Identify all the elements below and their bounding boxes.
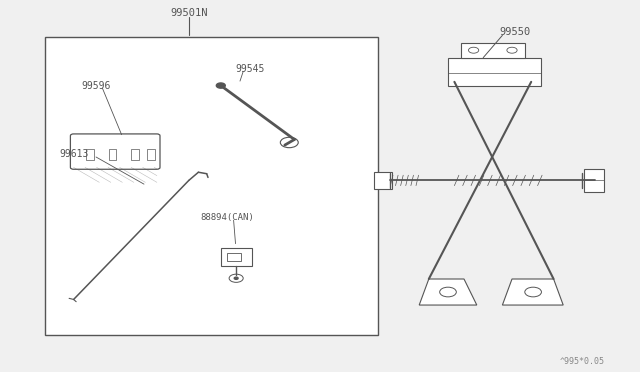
Text: 88894(CAN): 88894(CAN)	[200, 213, 254, 222]
Bar	[227, 253, 241, 261]
Polygon shape	[419, 279, 477, 305]
Text: 99613: 99613	[59, 150, 88, 159]
Circle shape	[234, 277, 238, 279]
Bar	[109, 149, 116, 160]
Text: 99545: 99545	[235, 64, 264, 74]
FancyBboxPatch shape	[70, 134, 160, 169]
Bar	[374, 172, 392, 189]
Bar	[131, 149, 139, 160]
Bar	[584, 169, 604, 192]
Bar	[461, 43, 525, 58]
Text: 99596: 99596	[81, 81, 111, 90]
Bar	[45, 37, 378, 335]
Text: ^995*0.05: ^995*0.05	[560, 357, 605, 366]
Bar	[147, 149, 155, 160]
Bar	[448, 58, 541, 86]
Circle shape	[216, 83, 225, 88]
Bar	[86, 149, 94, 160]
Text: 99501N: 99501N	[170, 8, 207, 18]
Bar	[221, 248, 252, 266]
Polygon shape	[502, 279, 563, 305]
Text: 99550: 99550	[500, 27, 531, 36]
